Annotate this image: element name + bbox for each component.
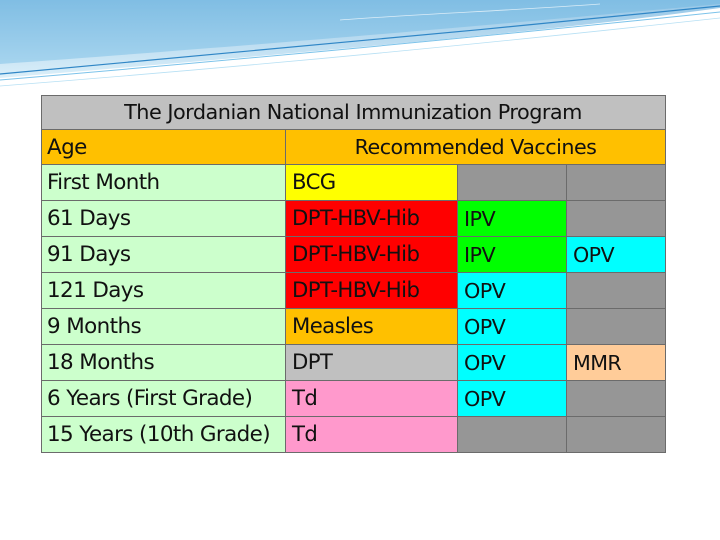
age-column-header: Age: [41, 130, 286, 165]
age-cell: 9 Months: [41, 309, 286, 345]
age-cell: 61 Days: [41, 201, 286, 237]
age-cell: 91 Days: [41, 237, 286, 273]
empty-cell: [458, 165, 567, 201]
empty-cell: [567, 309, 666, 345]
vaccine-cell: MMR: [567, 345, 666, 381]
vaccine-cell: OPV: [458, 345, 567, 381]
vaccine-cell: OPV: [458, 273, 567, 309]
age-cell: 18 Months: [41, 345, 286, 381]
vaccine-cell: Measles: [286, 309, 458, 345]
empty-cell: [567, 201, 666, 237]
vaccine-cell: Td: [286, 417, 458, 453]
vaccine-cell: DPT-HBV-Hib: [286, 201, 458, 237]
empty-cell: [458, 417, 567, 453]
vaccine-cell: Td: [286, 381, 458, 417]
vaccine-cell: OPV: [458, 309, 567, 345]
vaccine-cell: IPV: [458, 201, 567, 237]
table-title: The Jordanian National Immunization Prog…: [41, 95, 666, 130]
vaccine-cell: IPV: [458, 237, 567, 273]
age-cell: 15 Years (10th Grade): [41, 417, 286, 453]
vaccine-cell: DPT-HBV-Hib: [286, 237, 458, 273]
empty-cell: [567, 381, 666, 417]
age-cell: 6 Years (First Grade): [41, 381, 286, 417]
vaccine-cell: DPT: [286, 345, 458, 381]
vaccine-cell: OPV: [567, 237, 666, 273]
vaccine-cell: OPV: [458, 381, 567, 417]
vaccine-cell: BCG: [286, 165, 458, 201]
slide-header-wave: [0, 0, 720, 87]
immunization-table: The Jordanian National Immunization Prog…: [41, 95, 666, 453]
age-cell: 121 Days: [41, 273, 286, 309]
vaccine-cell: DPT-HBV-Hib: [286, 273, 458, 309]
vaccines-column-header: Recommended Vaccines: [286, 130, 666, 165]
empty-cell: [567, 417, 666, 453]
age-cell: First Month: [41, 165, 286, 201]
empty-cell: [567, 165, 666, 201]
empty-cell: [567, 273, 666, 309]
